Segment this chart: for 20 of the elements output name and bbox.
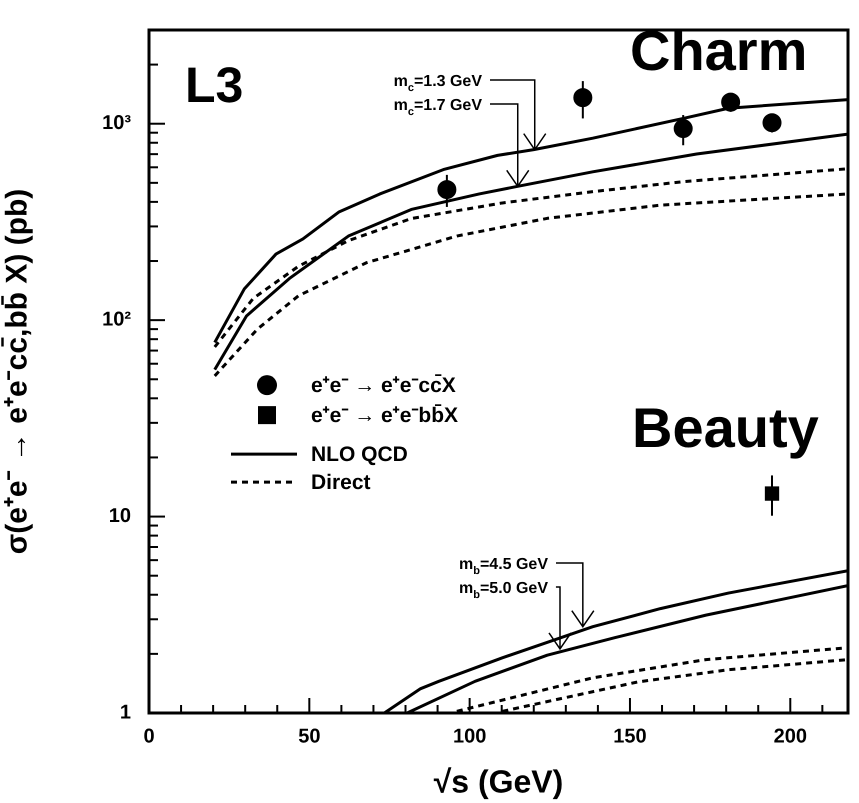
legend-label: e⁺e⁻ → e⁺e⁻cc̄X <box>311 373 456 397</box>
x-tick-label: 50 <box>298 726 320 748</box>
y-axis-title: σ(e⁺e⁻ → e⁺e⁻cc̄,bb̄ X) (pb) <box>0 188 34 554</box>
y-tick-label: 10² <box>102 308 132 331</box>
legend-label: e⁺e⁻ → e⁺e⁻bb̄X <box>311 403 458 427</box>
x-tick-label: 150 <box>613 726 647 748</box>
point <box>721 92 740 112</box>
y-tick-label: 10 <box>108 505 131 528</box>
annotation: Beauty <box>632 396 819 459</box>
x-axis-title: √s (GeV) <box>434 764 564 800</box>
y-tick-label: 1 <box>120 702 131 724</box>
x-tick-label: 100 <box>452 726 486 748</box>
legend-label: NLO QCD <box>311 442 408 466</box>
legend-label: Direct <box>311 470 371 494</box>
x-tick-label: 200 <box>774 726 807 748</box>
point <box>762 113 782 132</box>
annotation: Charm <box>630 19 808 82</box>
y-tick-label: 10³ <box>102 112 132 134</box>
x-tick-label: 0 <box>143 726 155 748</box>
annotation: L3 <box>185 57 244 113</box>
